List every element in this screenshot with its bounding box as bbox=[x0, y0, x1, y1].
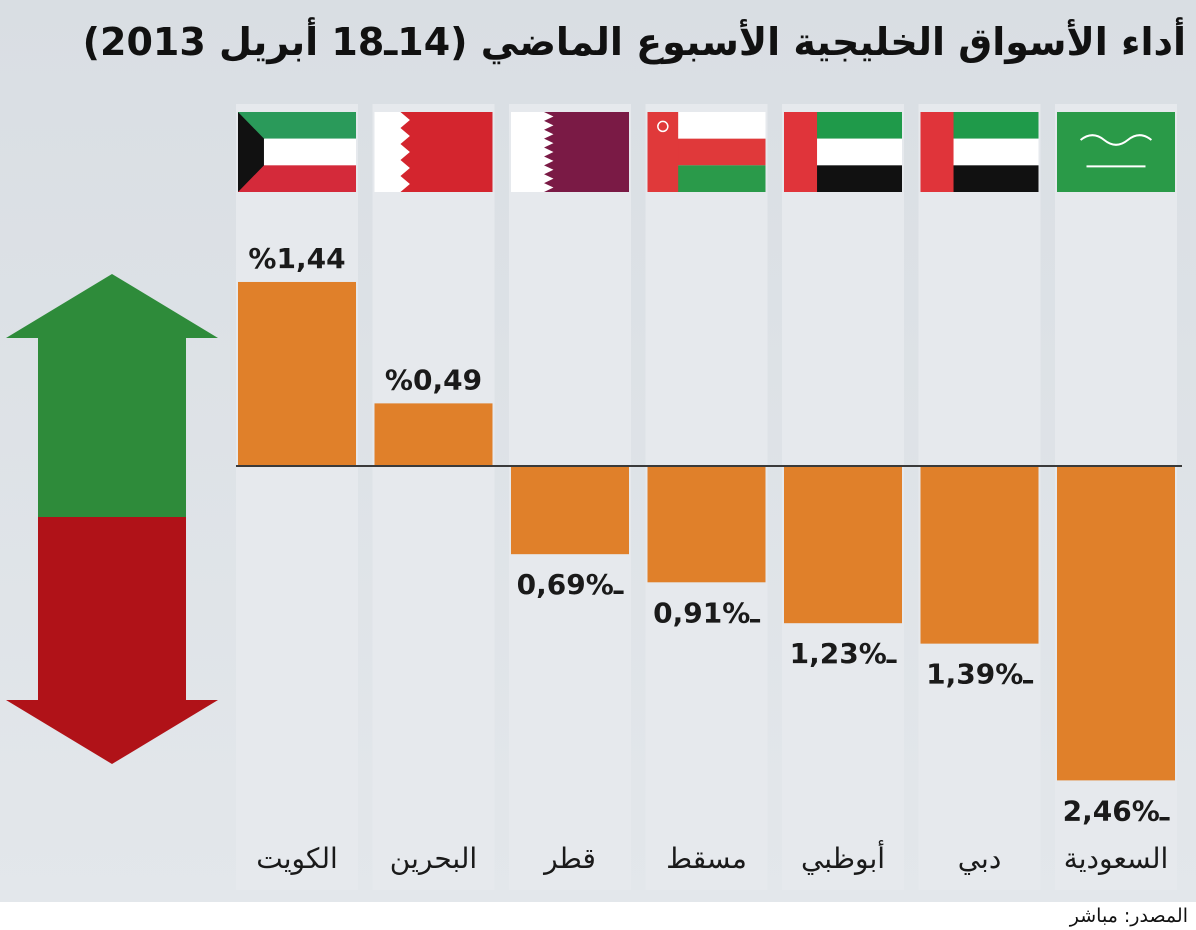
uae-flag-icon bbox=[920, 112, 1039, 192]
category-label: دبي bbox=[958, 842, 1002, 875]
bar bbox=[920, 466, 1039, 644]
column-background bbox=[372, 104, 495, 890]
value-label: ـ%1,23 bbox=[790, 637, 897, 670]
bar bbox=[374, 403, 493, 466]
down-arrow-icon bbox=[6, 517, 218, 764]
bar bbox=[647, 466, 766, 583]
bars bbox=[238, 281, 1175, 781]
direction-arrow-icon bbox=[6, 274, 218, 764]
value-label: ـ%0,91 bbox=[653, 596, 760, 629]
bahrain-flag-icon bbox=[374, 112, 493, 192]
bar bbox=[511, 466, 629, 555]
kuwait-flag-icon bbox=[238, 112, 356, 192]
flags bbox=[238, 112, 1175, 192]
value-labels: %1,44 %0,49 ـ%0,69 ـ%0,91 ـ%1,23 ـ%1,39 ـ%2,46 bbox=[248, 242, 1169, 827]
value-label: %0,49 bbox=[385, 363, 482, 396]
category-label: الكويت bbox=[256, 842, 338, 875]
value-label: ـ%1,39 bbox=[926, 658, 1033, 691]
column-background bbox=[236, 104, 358, 890]
value-label: %1,44 bbox=[248, 242, 345, 275]
value-label: ـ%2,46 bbox=[1063, 794, 1170, 827]
qatar-flag-icon bbox=[511, 112, 629, 192]
category-label: مسقط bbox=[666, 842, 747, 875]
source-note: المصدر: مباشر bbox=[1069, 905, 1188, 927]
chart-title: أداء الأسواق الخليجية الأسبوع الماضي (14… bbox=[82, 20, 1186, 64]
value-label: ـ%0,69 bbox=[517, 568, 624, 601]
bar-chart: %1,44 %0,49 ـ%0,69 ـ%0,91 ـ%1,23 ـ%1,39 ـ%2,46… bbox=[6, 104, 1182, 890]
category-labels: الكويت البحرين قطر مسقط أبوظبي دبي السعودية bbox=[256, 839, 1168, 875]
category-label: أبوظبي bbox=[801, 839, 885, 875]
bar bbox=[1057, 466, 1175, 781]
uae-flag-icon bbox=[784, 112, 902, 192]
saudi-flag-icon bbox=[1057, 112, 1175, 192]
oman-flag-icon bbox=[647, 112, 766, 192]
category-label: السعودية bbox=[1064, 842, 1169, 875]
category-label: البحرين bbox=[390, 842, 477, 875]
bar bbox=[238, 281, 356, 466]
bar bbox=[784, 466, 902, 624]
category-label: قطر bbox=[542, 842, 596, 875]
up-arrow-icon bbox=[6, 274, 218, 517]
